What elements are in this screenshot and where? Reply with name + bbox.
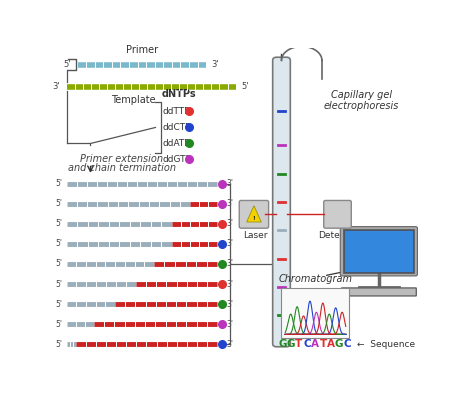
- Text: 5': 5': [55, 260, 62, 268]
- Text: T: T: [319, 339, 327, 349]
- Text: G: G: [335, 339, 344, 349]
- FancyBboxPatch shape: [273, 57, 290, 347]
- Text: ddTTP: ddTTP: [163, 107, 191, 116]
- Text: 3': 3': [227, 260, 233, 268]
- FancyBboxPatch shape: [239, 200, 269, 228]
- Text: !: !: [253, 216, 255, 221]
- Text: G: G: [286, 339, 295, 349]
- Text: 3': 3': [227, 280, 233, 288]
- Text: 5': 5': [64, 60, 71, 70]
- Text: ddATP: ddATP: [163, 139, 191, 148]
- Text: Laser: Laser: [244, 231, 268, 240]
- Text: ddGTP: ddGTP: [163, 155, 191, 164]
- Text: T: T: [295, 339, 302, 349]
- Text: 3': 3': [52, 82, 60, 91]
- FancyBboxPatch shape: [340, 227, 418, 276]
- Text: dNTPs: dNTPs: [162, 89, 197, 99]
- Text: 5': 5': [55, 239, 62, 248]
- Text: A: A: [327, 339, 335, 349]
- FancyBboxPatch shape: [344, 230, 414, 273]
- Text: 3': 3': [227, 219, 233, 228]
- Text: 3': 3': [227, 179, 233, 188]
- Text: Primer: Primer: [126, 45, 158, 55]
- Text: C: C: [303, 339, 310, 349]
- Text: ←  Sequence: ← Sequence: [357, 340, 415, 349]
- Text: C: C: [344, 339, 351, 349]
- Text: 5': 5': [55, 219, 62, 228]
- FancyBboxPatch shape: [341, 288, 416, 296]
- Text: 5': 5': [55, 199, 62, 208]
- Bar: [282, 288, 349, 338]
- Text: 5': 5': [241, 82, 248, 91]
- Text: 5': 5': [55, 280, 62, 288]
- FancyBboxPatch shape: [345, 231, 413, 272]
- Text: G: G: [278, 339, 287, 349]
- Text: ddCTP: ddCTP: [163, 123, 191, 132]
- Text: Chromatogram: Chromatogram: [279, 274, 353, 284]
- Text: Template: Template: [110, 95, 155, 105]
- Text: Detector: Detector: [318, 231, 357, 240]
- Polygon shape: [246, 206, 261, 222]
- Text: Primer extension: Primer extension: [80, 154, 163, 164]
- Text: 3': 3': [227, 199, 233, 208]
- Text: 3': 3': [227, 300, 233, 309]
- Text: 3': 3': [227, 340, 233, 349]
- FancyBboxPatch shape: [324, 200, 351, 228]
- Text: 5': 5': [55, 179, 62, 188]
- Text: 5': 5': [55, 300, 62, 309]
- Text: 5': 5': [55, 320, 62, 329]
- Text: and chain termination: and chain termination: [68, 163, 176, 173]
- Text: 5': 5': [55, 340, 62, 349]
- Text: A: A: [311, 339, 319, 349]
- Text: Capillary gel
electrophoresis: Capillary gel electrophoresis: [324, 90, 399, 111]
- Text: 3': 3': [227, 239, 233, 248]
- Text: 3': 3': [227, 320, 233, 329]
- Text: 3': 3': [212, 60, 219, 70]
